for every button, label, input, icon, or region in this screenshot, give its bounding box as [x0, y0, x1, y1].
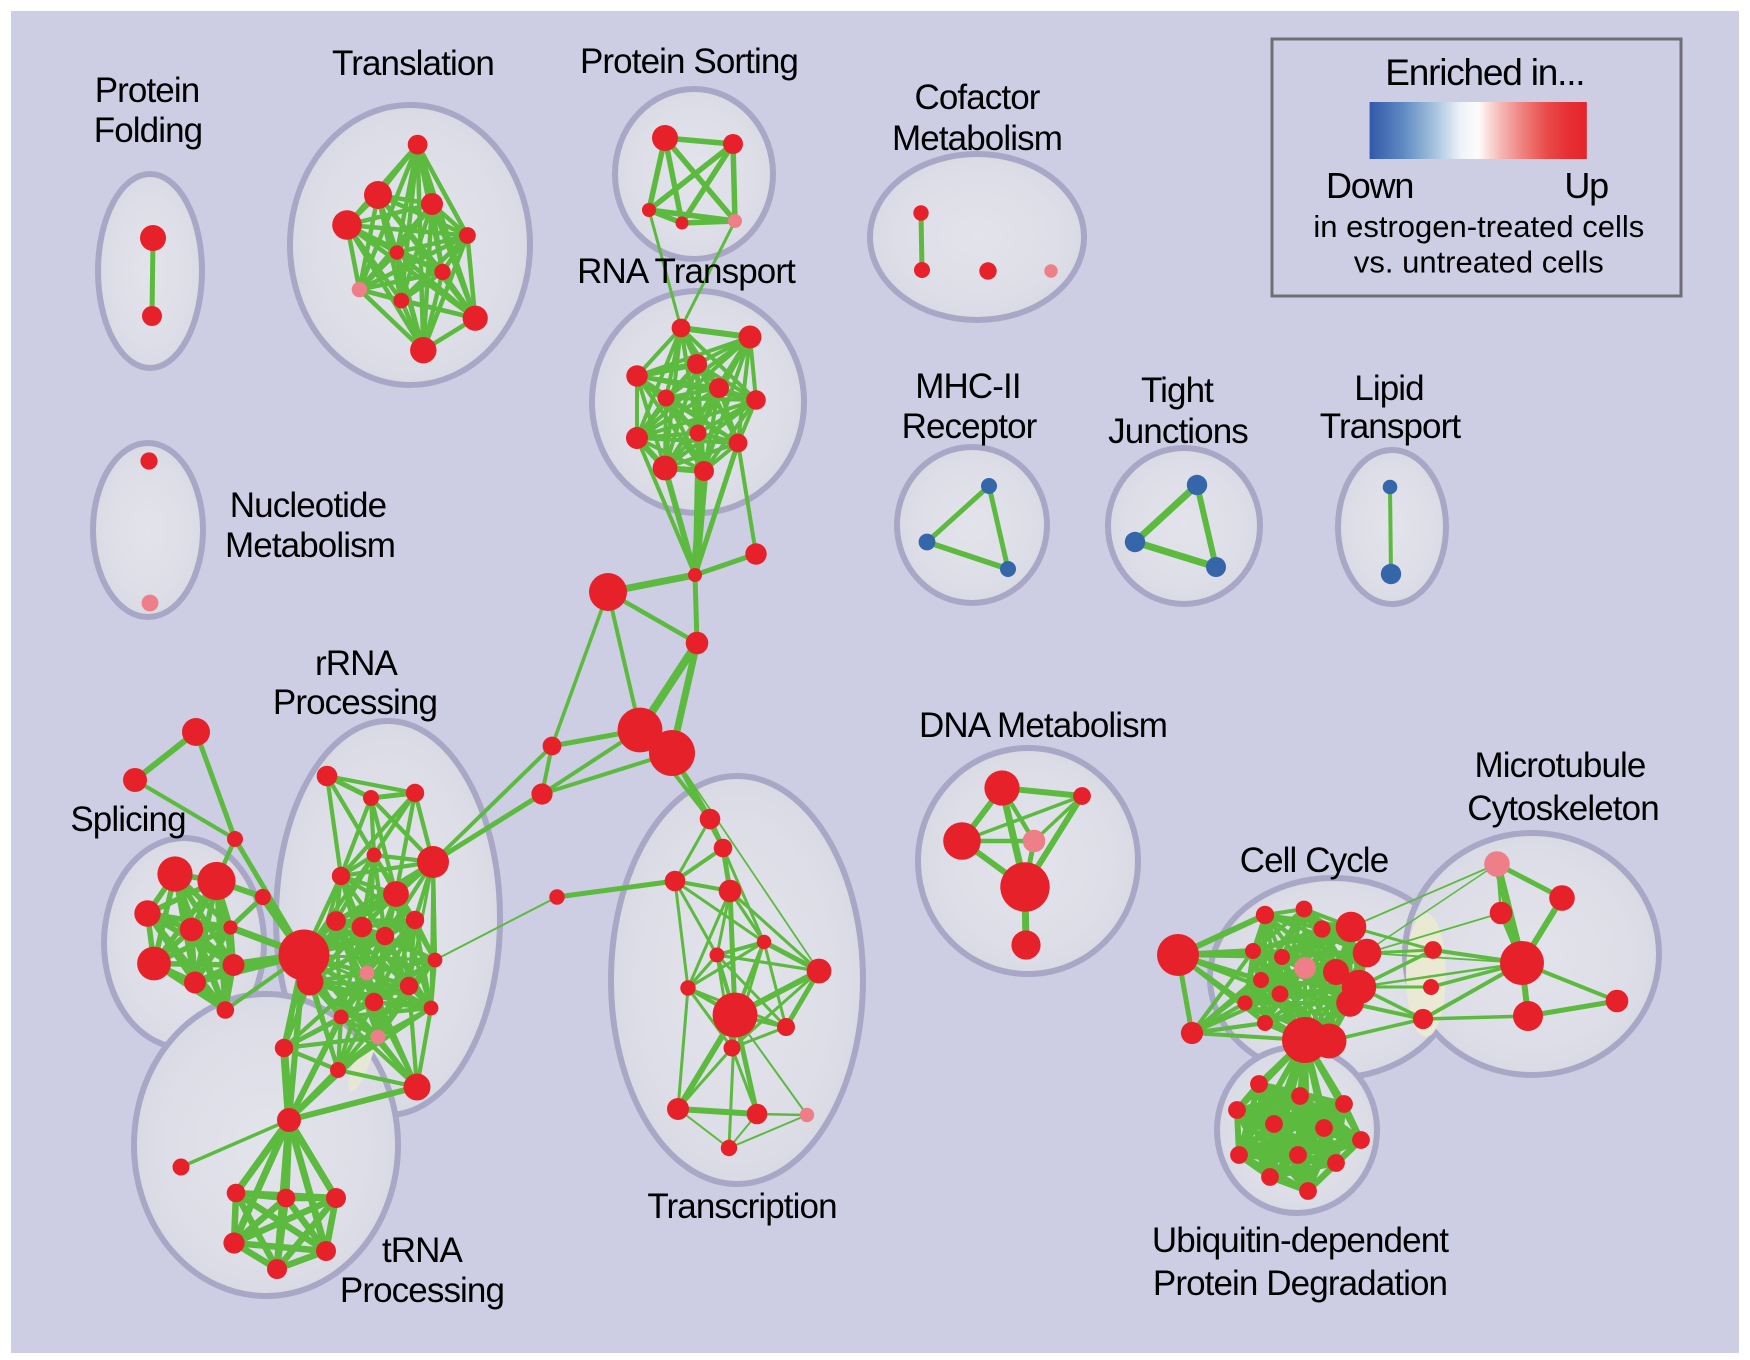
- svg-text:Processing: Processing: [340, 1271, 504, 1310]
- svg-text:Cytoskeleton: Cytoskeleton: [1467, 789, 1659, 828]
- svg-text:Processing: Processing: [273, 683, 437, 722]
- svg-text:Splicing: Splicing: [70, 800, 185, 839]
- svg-text:Translation: Translation: [332, 44, 494, 83]
- svg-text:Transcription: Transcription: [647, 1187, 836, 1226]
- svg-text:RNA Transport: RNA Transport: [577, 252, 796, 291]
- svg-text:Tight: Tight: [1141, 371, 1214, 410]
- svg-text:Protein: Protein: [95, 71, 200, 110]
- svg-text:Transport: Transport: [1320, 407, 1462, 446]
- svg-text:in estrogen-treated cells: in estrogen-treated cells: [1313, 209, 1644, 244]
- svg-text:rRNA: rRNA: [315, 644, 399, 683]
- svg-text:Up: Up: [1564, 165, 1608, 206]
- svg-text:Protein Degradation: Protein Degradation: [1153, 1264, 1447, 1303]
- svg-text:Microtubule: Microtubule: [1474, 746, 1645, 785]
- svg-text:Metabolism: Metabolism: [892, 119, 1062, 158]
- svg-text:tRNA: tRNA: [382, 1231, 464, 1270]
- svg-text:DNA Metabolism: DNA Metabolism: [919, 706, 1167, 745]
- svg-text:Receptor: Receptor: [902, 407, 1038, 446]
- svg-text:Folding: Folding: [94, 111, 203, 150]
- svg-text:Protein Sorting: Protein Sorting: [580, 42, 798, 81]
- svg-text:MHC-II: MHC-II: [915, 367, 1020, 406]
- svg-text:Down: Down: [1326, 165, 1413, 206]
- svg-text:vs. untreated cells: vs. untreated cells: [1354, 245, 1604, 280]
- svg-text:Nucleotide: Nucleotide: [230, 486, 386, 525]
- svg-text:Ubiquitin-dependent: Ubiquitin-dependent: [1152, 1221, 1449, 1260]
- svg-text:Cell Cycle: Cell Cycle: [1240, 841, 1389, 880]
- svg-text:Cofactor: Cofactor: [914, 78, 1040, 117]
- svg-text:Enriched in...: Enriched in...: [1385, 52, 1584, 93]
- svg-text:Lipid: Lipid: [1354, 369, 1423, 408]
- svg-text:Junctions: Junctions: [1108, 412, 1248, 451]
- svg-text:Metabolism: Metabolism: [225, 526, 395, 565]
